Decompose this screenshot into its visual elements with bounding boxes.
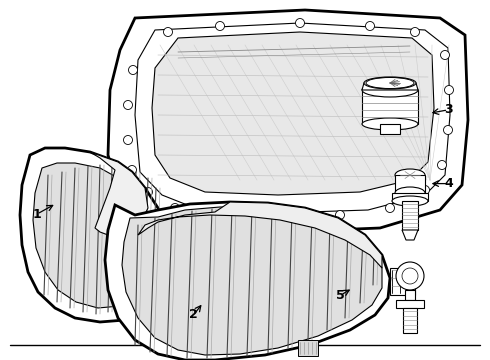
Circle shape [402,268,418,284]
Ellipse shape [362,118,418,130]
Ellipse shape [362,83,418,97]
Ellipse shape [392,196,428,206]
Ellipse shape [395,187,425,199]
Polygon shape [395,175,425,193]
Polygon shape [392,193,428,201]
Polygon shape [362,83,418,90]
Polygon shape [138,202,382,268]
Circle shape [386,203,394,212]
Circle shape [123,100,132,109]
Circle shape [366,22,374,31]
Polygon shape [135,23,450,213]
Polygon shape [90,152,148,235]
Polygon shape [396,300,424,308]
Ellipse shape [364,77,416,89]
Polygon shape [402,201,418,230]
Circle shape [164,27,172,36]
Polygon shape [152,32,434,195]
Circle shape [216,22,224,31]
Circle shape [444,85,454,94]
Circle shape [438,161,446,170]
Polygon shape [403,308,417,333]
Circle shape [128,66,138,75]
Circle shape [127,166,137,175]
Text: 1: 1 [32,208,41,221]
Circle shape [144,188,152,197]
Circle shape [411,27,419,36]
Circle shape [336,211,344,220]
Polygon shape [390,268,415,295]
Polygon shape [108,10,468,232]
Circle shape [211,211,220,220]
Circle shape [295,18,304,27]
Text: 4: 4 [444,177,453,190]
Circle shape [171,203,179,212]
Polygon shape [298,340,318,356]
Text: 5: 5 [336,289,345,302]
Circle shape [396,262,424,290]
Text: 3: 3 [444,103,453,116]
Polygon shape [380,124,400,134]
Polygon shape [105,202,390,360]
Polygon shape [33,163,158,308]
Text: 2: 2 [189,309,198,321]
Ellipse shape [395,169,425,181]
Polygon shape [362,90,418,124]
Polygon shape [405,290,415,300]
Polygon shape [20,148,172,322]
Circle shape [420,185,430,194]
Circle shape [441,50,449,59]
Circle shape [123,135,132,144]
Circle shape [273,212,283,221]
Circle shape [443,126,452,135]
Polygon shape [402,230,418,240]
Polygon shape [122,207,382,355]
